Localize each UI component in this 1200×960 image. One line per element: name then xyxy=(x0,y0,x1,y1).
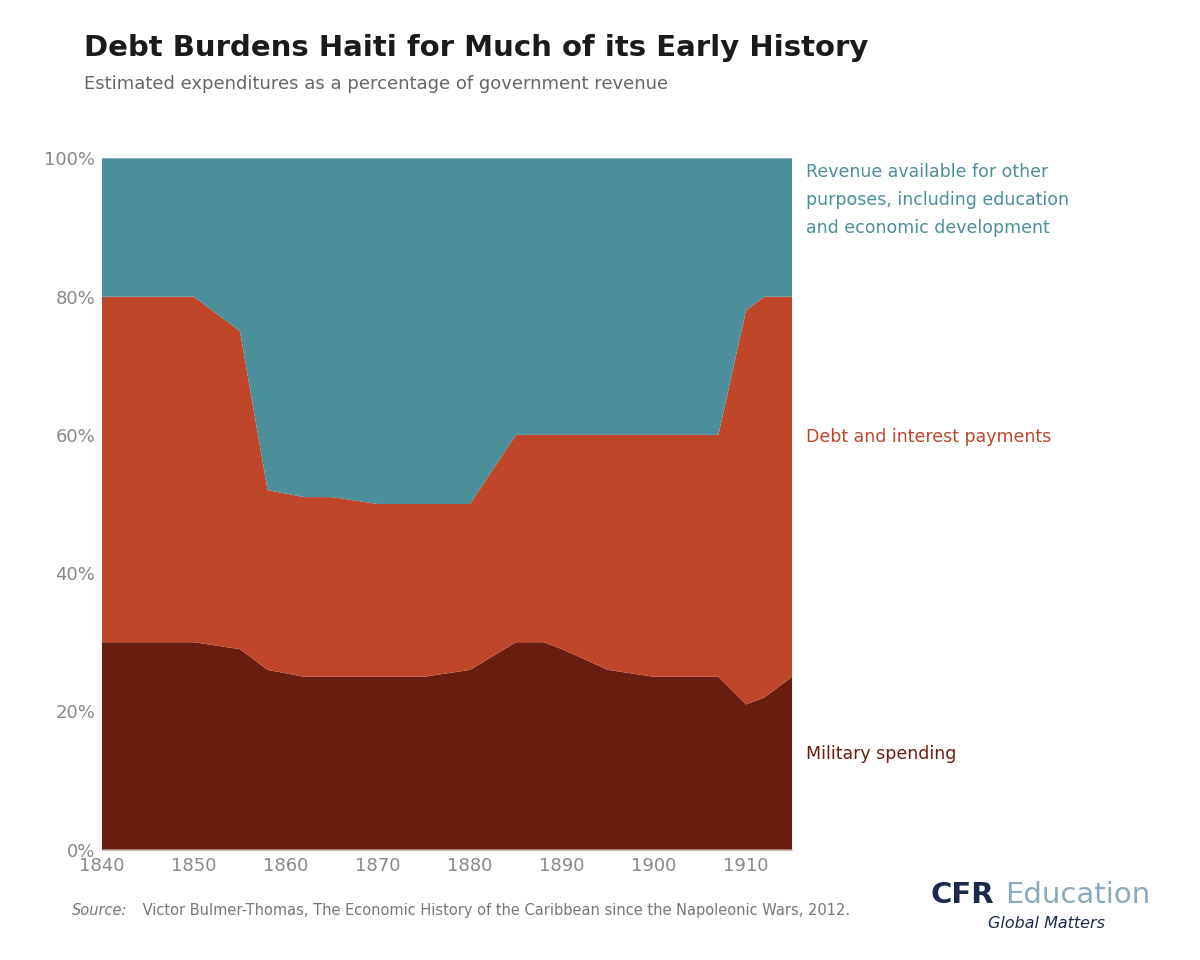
Text: Global Matters: Global Matters xyxy=(988,916,1104,931)
Text: Military spending: Military spending xyxy=(806,745,956,762)
Text: Debt Burdens Haiti for Much of its Early History: Debt Burdens Haiti for Much of its Early… xyxy=(84,34,869,61)
Text: Source:: Source: xyxy=(72,902,127,918)
Text: CFR: CFR xyxy=(930,880,994,909)
Text: Estimated expenditures as a percentage of government revenue: Estimated expenditures as a percentage o… xyxy=(84,75,668,93)
Text: Revenue available for other
purposes, including education
and economic developme: Revenue available for other purposes, in… xyxy=(806,163,1069,237)
Text: Victor Bulmer-Thomas, The Economic History of the Caribbean since the Napoleonic: Victor Bulmer-Thomas, The Economic Histo… xyxy=(138,902,850,918)
Text: Debt and interest payments: Debt and interest payments xyxy=(806,428,1051,445)
Text: Education: Education xyxy=(1006,880,1151,909)
